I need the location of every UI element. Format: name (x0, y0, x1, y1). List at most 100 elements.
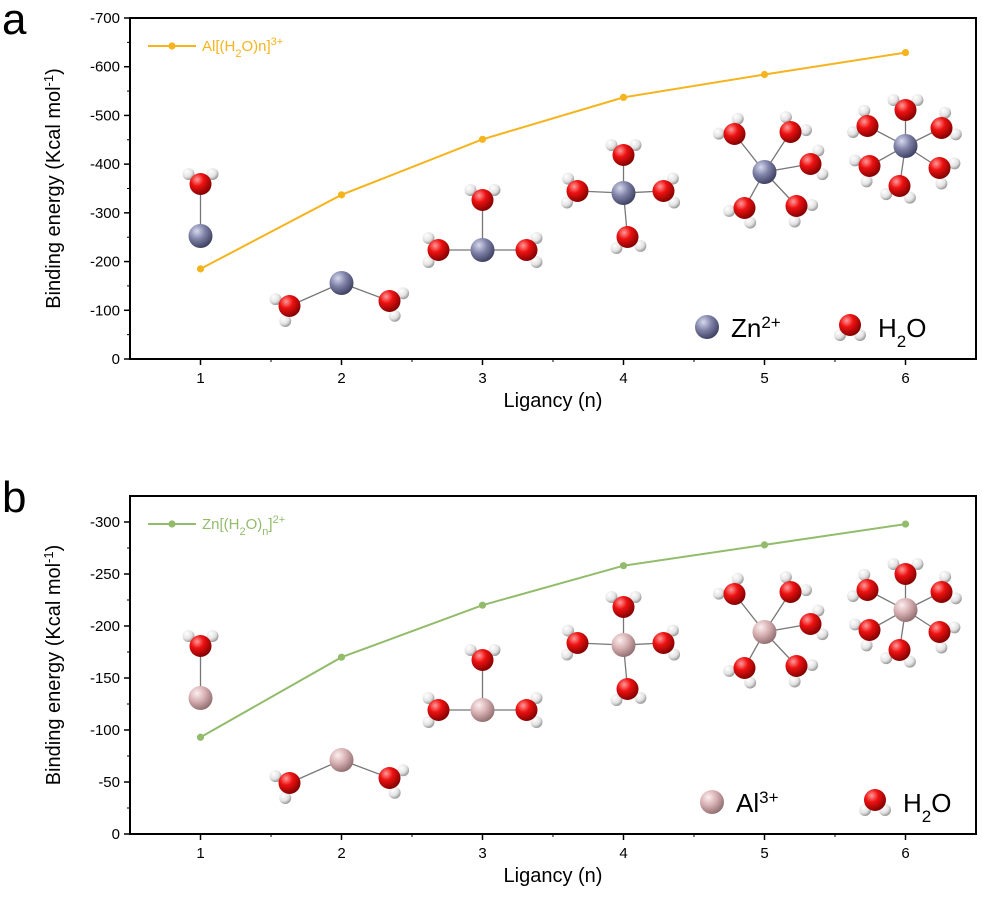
legend-marker (168, 520, 175, 527)
water-molecule (723, 657, 756, 689)
key-oxygen (839, 314, 861, 336)
hydrogen-atom (723, 665, 735, 677)
water-molecule (561, 625, 589, 661)
oxygen-atom (613, 596, 635, 618)
oxygen-atom (931, 581, 953, 603)
legend-superscript: 3+ (271, 36, 284, 48)
water-molecule (786, 195, 819, 228)
water-molecule (270, 770, 301, 804)
key-water-text: O (931, 788, 951, 818)
oxygen-atom (653, 632, 675, 654)
water-molecule (849, 154, 881, 187)
x-tick-label: 4 (619, 370, 627, 387)
x-tick-label: 2 (337, 845, 345, 862)
water-molecule (786, 655, 819, 688)
molecule-cluster-5 (713, 111, 829, 228)
y-tick-label: -250 (90, 566, 120, 583)
oxygen-atom (190, 173, 212, 195)
oxygen-atom (931, 117, 953, 139)
molecule-cluster-6 (847, 94, 962, 204)
molecule-cluster-4 (561, 139, 680, 254)
oxygen-atom (190, 635, 212, 657)
metal-ion-atom (330, 271, 354, 295)
y-axis-label-close: ) (43, 68, 65, 75)
y-tick-label: -300 (90, 514, 120, 531)
x-tick-label: 1 (196, 370, 204, 387)
water-molecule (183, 168, 219, 195)
molecule-cluster-1 (183, 168, 219, 248)
y-tick-label: -100 (90, 722, 120, 739)
y-tick-label: -300 (90, 205, 120, 222)
key-water-subscript: 2 (897, 332, 906, 351)
oxygen-atom (472, 649, 494, 671)
oxygen-atom (800, 613, 822, 635)
y-axis-label: Binding energy (Kcal mol-1) (41, 68, 66, 309)
oxygen-atom (929, 157, 951, 179)
metal-ion-atom (894, 134, 918, 158)
data-point (620, 562, 627, 569)
metal-ion-atom (471, 698, 495, 722)
plot-frame (130, 18, 976, 359)
oxygen-atom (859, 155, 881, 177)
key-water-text: H (903, 788, 922, 818)
panel-a-molecule-illustrations (183, 94, 962, 327)
water-molecule (423, 232, 450, 268)
key-water-label: H2O (903, 788, 951, 826)
series-line (201, 524, 906, 737)
water-molecule (723, 197, 756, 229)
metal-ion-atom (612, 633, 636, 657)
x-tick-label: 3 (478, 370, 486, 387)
water-molecule (561, 173, 589, 209)
hydrogen-atom (935, 642, 947, 654)
key-ion-label: Zn2+ (731, 313, 781, 344)
data-point (902, 49, 909, 56)
water-molecule (606, 591, 642, 618)
oxygen-atom (734, 197, 756, 219)
hydrogen-atom (789, 216, 801, 228)
hydrogen-atom (713, 128, 725, 140)
x-tick-label: 1 (196, 845, 204, 862)
oxygen-atom (516, 699, 538, 721)
water-molecule (880, 175, 916, 204)
oxygen-atom (567, 632, 589, 654)
water-molecule (183, 630, 219, 657)
oxygen-atom (724, 123, 746, 145)
oxygen-atom (653, 180, 675, 202)
data-point (761, 71, 768, 78)
atom-key: Al3+H2O (700, 788, 951, 826)
y-tick-label: -100 (90, 302, 120, 319)
water-molecule (780, 571, 813, 603)
key-oxygen (864, 789, 886, 811)
water-molecule (931, 571, 962, 604)
y-tick-label: -150 (90, 670, 120, 687)
oxygen-atom (428, 239, 450, 261)
oxygen-atom (567, 180, 589, 202)
y-tick-label: -700 (90, 10, 120, 27)
legend-text-part: O)n] (241, 38, 270, 55)
hydrogen-atom (861, 175, 873, 187)
water-molecule (929, 621, 961, 654)
oxygen-atom (516, 239, 538, 261)
key-ion-symbol: Al (736, 788, 759, 818)
hydrogen-atom (713, 588, 725, 600)
hydrogen-atom (800, 584, 812, 596)
key-ion-symbol: Zn (731, 313, 761, 343)
oxygen-atom (889, 639, 911, 661)
data-point (479, 136, 486, 143)
legend-text-part: Al[(H (202, 38, 235, 55)
legend: Al[(H2O)n]3+ (148, 36, 283, 60)
y-axis-label-close: ) (43, 545, 65, 552)
molecule-cluster-1 (183, 630, 219, 710)
water-molecule (780, 111, 813, 143)
water-molecule (713, 573, 746, 605)
water-molecule (847, 569, 878, 602)
y-axis-label-text: Binding energy (Kcal mol (43, 86, 65, 308)
oxygen-atom (279, 772, 301, 794)
y-axis-label: Binding energy (Kcal mol-1) (41, 545, 66, 786)
key-water-icon (859, 789, 891, 816)
